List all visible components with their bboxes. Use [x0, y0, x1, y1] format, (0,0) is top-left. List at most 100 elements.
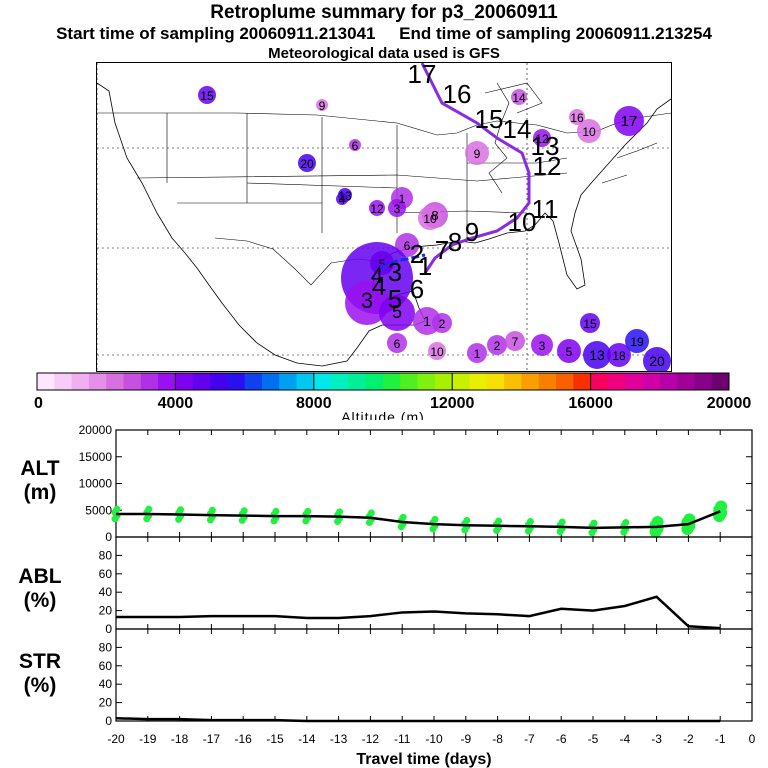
- met-data-label: Meteorological data used is GFS: [268, 45, 500, 62]
- abl-panel-label: ABL (%): [0, 565, 80, 613]
- plume-marker: [345, 281, 389, 325]
- x-tick-label: -16: [235, 732, 253, 746]
- state-border: [136, 172, 568, 204]
- y-tick-label: 80: [99, 640, 113, 654]
- colorbar-swatch: [106, 373, 124, 390]
- plume-marker-label: 1: [474, 347, 481, 361]
- colorbar-swatch: [313, 373, 332, 390]
- alt-unit: (m): [23, 481, 57, 504]
- plume-marker-label: 17: [621, 113, 638, 130]
- x-tick-label: -20: [107, 732, 125, 746]
- colorbar-swatch: [642, 373, 661, 390]
- state-border: [166, 113, 468, 238]
- colorbar-swatch: [590, 373, 609, 390]
- x-tick-label: -6: [556, 732, 567, 746]
- plume-marker-label: 1: [399, 192, 406, 206]
- x-tick-label: -7: [524, 732, 535, 746]
- plume-marker-label: 6: [404, 239, 411, 253]
- x-tick-label: -10: [425, 732, 443, 746]
- plume-marker: [577, 119, 601, 143]
- colorbar-swatch: [452, 373, 470, 390]
- plume-marker: [531, 334, 553, 356]
- sampling-times: Start time of sampling 20060911.213041 E…: [0, 24, 768, 44]
- colorbar-swatch: [210, 373, 228, 390]
- alt-title: ALT: [20, 457, 60, 480]
- plume-marker: [298, 154, 316, 172]
- plume-marker-label: 7: [512, 335, 519, 349]
- colorbar-swatch: [123, 373, 142, 390]
- plume-marker: [467, 343, 487, 363]
- trajectory-day-label: 2: [410, 239, 424, 269]
- abl-series-line: [116, 595, 721, 630]
- colorbar-swatch: [383, 373, 401, 390]
- colorbar-swatch: [573, 373, 592, 390]
- plume-marker-label: 12: [370, 202, 384, 216]
- start-time-label: Start time of sampling 20060911.213041: [56, 24, 376, 43]
- colorbar-swatch: [175, 373, 194, 390]
- trajectory-day-label: 11: [532, 194, 559, 224]
- plume-marker-label: 3: [539, 339, 546, 353]
- plume-marker-label: 9: [474, 147, 481, 161]
- lake-outline: [484, 82, 543, 114]
- colorbar-swatch: [538, 373, 557, 390]
- state-border: [214, 237, 358, 286]
- plume-marker: [557, 339, 581, 363]
- y-tick-label: 20: [99, 696, 113, 710]
- y-tick-label: 15000: [79, 450, 113, 464]
- colorbar-swatch: [348, 373, 367, 390]
- colorbar-swatch: [400, 373, 419, 390]
- x-tick-label: -2: [683, 732, 694, 746]
- altitude-particle-point: [113, 505, 121, 513]
- trajectory-day-label: 14: [503, 114, 532, 144]
- plume-marker: [428, 342, 446, 360]
- altitude-particle-point: [304, 507, 312, 515]
- y-tick-label: 5000: [85, 503, 112, 517]
- plume-marker-label: 5: [392, 302, 402, 322]
- secondary-trajectory: [379, 253, 426, 270]
- plume-marker-label: 3: [361, 288, 373, 313]
- x-tick-label: -8: [492, 732, 503, 746]
- altitude-colorbar: 0 4000 8000 12000 16000 20000 Altitude (m): [34, 372, 751, 420]
- trajectory-day-label: 1: [418, 251, 432, 281]
- plume-marker-label: 4: [339, 193, 346, 207]
- plume-marker-label: 6: [352, 139, 359, 153]
- y-tick-label: 20000: [79, 423, 113, 437]
- plume-marker-label: 16: [570, 111, 584, 125]
- plume-marker: [505, 331, 525, 351]
- colorbar-swatch: [434, 373, 453, 390]
- y-tick-label: 0: [105, 714, 112, 728]
- plume-marker-label: 10: [430, 345, 444, 359]
- y-tick-label: 60: [99, 659, 113, 673]
- plume-marker-label: 18: [612, 349, 626, 363]
- x-tick-label: -11: [394, 732, 411, 746]
- x-tick-label: -5: [588, 732, 599, 746]
- colorbar-swatch: [227, 373, 246, 390]
- plume-marker: [388, 199, 406, 217]
- altitude-particle-point: [431, 515, 439, 523]
- altitude-particle-point: [651, 516, 664, 529]
- colorbar-tick-label: 12000: [430, 395, 475, 412]
- plume-marker: [614, 106, 644, 136]
- y-tick-label: 0: [105, 622, 112, 636]
- plume-marker: [369, 200, 385, 216]
- colorbar-swatch: [279, 373, 297, 390]
- plume-marker-label: 14: [512, 91, 526, 105]
- x-tick-label: -15: [266, 732, 284, 746]
- colorbar-swatch: [469, 373, 488, 390]
- alt-panel-label: ALT (m): [0, 457, 80, 505]
- plume-marker-label: 5: [379, 257, 386, 271]
- plume-marker: [395, 233, 419, 257]
- abl-title: ABL: [18, 565, 62, 588]
- plume-marker-label: 13: [338, 189, 352, 203]
- plume-marker: [379, 295, 415, 331]
- y-tick-label: 0: [105, 530, 112, 544]
- colorbar-swatch: [659, 373, 678, 390]
- colorbar-swatch: [88, 373, 107, 390]
- trajectory-day-label: 5: [388, 284, 402, 314]
- plume-marker: [511, 89, 527, 105]
- colorbar-swatch: [417, 373, 436, 390]
- plume-marker-label: 13: [589, 347, 605, 363]
- x-tick-label: -13: [330, 732, 348, 746]
- trajectory-map: 15 9 6 20 4 1 8 13 12 3 10 6 5 4 3 5 1 2 6 10 1 2 7 3 5 13 18 19 20 1…: [96, 62, 672, 372]
- trajectory-day-label: 10: [508, 207, 537, 237]
